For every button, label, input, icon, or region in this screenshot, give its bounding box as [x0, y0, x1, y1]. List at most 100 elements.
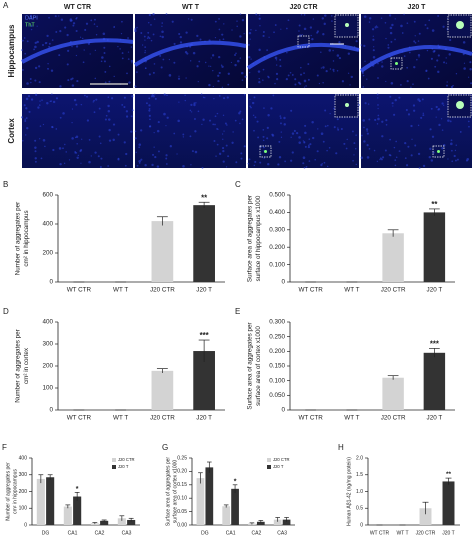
nucleus — [262, 68, 265, 71]
nucleus — [213, 97, 215, 100]
nucleus — [75, 17, 78, 20]
nucleus — [234, 63, 237, 67]
nucleus — [104, 81, 107, 84]
bar — [382, 377, 404, 410]
nucleus — [279, 117, 282, 120]
nucleus — [324, 109, 327, 112]
nucleus — [290, 136, 292, 139]
panel-label: H — [338, 443, 344, 452]
nucleus — [262, 31, 265, 33]
y-tick-label: 0.05 — [177, 509, 187, 515]
nucleus — [131, 109, 134, 112]
x-tick-label: J20 CTR — [381, 415, 406, 422]
nucleus — [157, 121, 160, 124]
nucleus — [108, 139, 112, 142]
nucleus — [279, 65, 282, 68]
nucleus — [39, 125, 42, 127]
legend-label: J20 T — [118, 464, 129, 469]
nucleus — [377, 107, 379, 110]
row-label: Hippocampus — [7, 24, 16, 77]
nucleus — [195, 102, 197, 104]
x-tick-label: J20 T — [196, 287, 212, 294]
nucleus — [307, 63, 310, 66]
y-axis-label: cm² in hippocampus — [12, 469, 18, 514]
nucleus — [71, 108, 74, 110]
nucleus — [24, 119, 27, 122]
nucleus — [218, 28, 221, 31]
nucleus — [63, 162, 66, 165]
nucleus — [30, 25, 33, 28]
x-tick-label: CA1 — [68, 530, 78, 536]
y-tick-label: 400 — [19, 455, 28, 461]
nucleus — [450, 85, 454, 89]
nucleus — [48, 16, 50, 19]
y-tick-label: 0 — [49, 407, 53, 414]
x-tick-label: WT CTR — [67, 415, 92, 422]
nucleus — [227, 72, 230, 75]
nucleus — [191, 111, 193, 113]
nucleus — [215, 155, 217, 157]
nucleus — [323, 161, 326, 164]
nucleus — [99, 142, 102, 145]
nucleus — [307, 78, 310, 81]
nucleus — [349, 84, 351, 86]
legend-dapi: DAPI — [25, 15, 38, 21]
nucleus — [406, 80, 409, 83]
nucleus — [218, 71, 221, 74]
nucleus — [231, 29, 233, 31]
nucleus — [221, 146, 225, 150]
panel-label: A — [3, 1, 9, 10]
nucleus — [154, 156, 157, 159]
nucleus — [72, 22, 76, 25]
nucleus — [217, 74, 220, 77]
nucleus — [320, 132, 324, 135]
row-label: Cortex — [7, 118, 16, 144]
nucleus — [395, 140, 398, 143]
nucleus — [394, 159, 397, 161]
nucleus — [201, 123, 203, 126]
nucleus — [257, 136, 260, 139]
x-tick-label: J20 T — [427, 287, 443, 294]
y-tick-label: 100 — [42, 385, 53, 392]
nucleus — [165, 13, 168, 15]
nucleus — [279, 58, 282, 61]
nucleus — [29, 78, 32, 81]
significance: * — [76, 486, 79, 493]
nucleus — [307, 145, 311, 149]
nucleus — [404, 157, 407, 159]
nucleus — [418, 167, 421, 169]
nucleus — [422, 112, 425, 115]
bar — [196, 478, 205, 525]
nucleus — [258, 77, 260, 80]
nucleus — [438, 123, 441, 127]
nucleus — [287, 74, 290, 77]
nucleus — [209, 119, 212, 122]
plaque — [395, 62, 398, 65]
nucleus — [221, 133, 224, 135]
nucleus — [225, 166, 228, 168]
nucleus — [307, 144, 310, 147]
nucleus — [406, 22, 409, 24]
nucleus — [454, 149, 457, 152]
nucleus — [283, 116, 286, 120]
nucleus — [177, 77, 181, 80]
panel-label: B — [3, 180, 8, 189]
nucleus — [34, 66, 38, 70]
nucleus — [121, 103, 124, 106]
nucleus — [148, 104, 151, 107]
nucleus — [173, 132, 176, 135]
nucleus — [412, 83, 414, 86]
nucleus — [400, 24, 403, 28]
nucleus — [322, 140, 325, 143]
nucleus — [328, 147, 331, 149]
nucleus — [28, 110, 31, 113]
nucleus — [398, 150, 401, 152]
nucleus — [20, 116, 24, 119]
nucleus — [336, 70, 339, 72]
nucleus — [47, 63, 49, 65]
nucleus — [259, 25, 261, 27]
nucleus — [333, 70, 335, 73]
nucleus — [387, 46, 390, 49]
nucleus — [97, 155, 100, 158]
